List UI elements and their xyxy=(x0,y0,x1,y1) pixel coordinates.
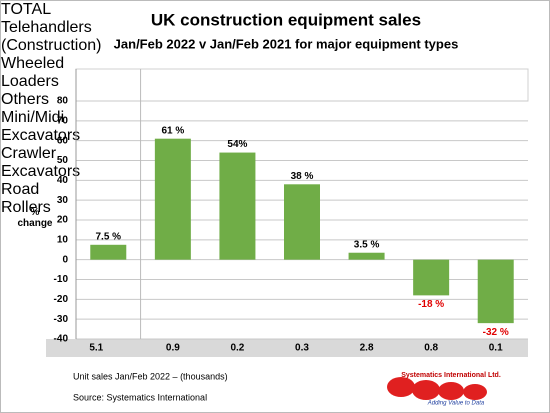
x-tick-label: Road Rollers xyxy=(1,181,51,216)
y-tick-label: -40 xyxy=(54,334,69,345)
logo-tagline: Adding Value to Data xyxy=(427,401,485,407)
unit-sales: 5.1 xyxy=(89,343,103,354)
unit-sales: 0.3 xyxy=(295,343,309,354)
logo-shape xyxy=(412,380,440,400)
logo-shape xyxy=(387,377,415,397)
x-tick-label: Wheeled Loaders xyxy=(1,55,65,90)
bar xyxy=(284,184,320,260)
unit-sales: 0.8 xyxy=(424,343,438,354)
bar xyxy=(90,244,127,260)
y-tick-label: 60 xyxy=(57,135,69,146)
y-axis-label: % change xyxy=(17,207,53,229)
unit-sales: 0.1 xyxy=(489,343,503,354)
y-tick-label: 40 xyxy=(57,175,69,186)
y-tick-label: 30 xyxy=(57,195,69,206)
logo-shape xyxy=(438,382,464,400)
y-tick-label: -30 xyxy=(54,314,69,325)
y-tick-label: 50 xyxy=(57,155,69,166)
value-label: 38 % xyxy=(291,171,314,182)
bar xyxy=(219,152,256,260)
y-tick-label: -10 xyxy=(54,274,69,285)
x-tick-label: Others xyxy=(1,91,50,108)
logo xyxy=(387,377,487,400)
y-tick-label: 0 xyxy=(62,254,68,265)
unit-sales-label: Unit sales Jan/Feb 2022 – (thousands) xyxy=(73,371,228,381)
x-tick-label: TOTAL xyxy=(1,1,52,18)
value-label: 54% xyxy=(227,139,247,150)
unit-sales-band xyxy=(46,339,528,357)
value-label: 3.5 % xyxy=(354,239,380,250)
y-tick-label: 70 xyxy=(57,115,69,126)
value-label: -18 % xyxy=(418,299,444,310)
bar xyxy=(413,259,450,296)
x-tick-label: Crawler Excavators xyxy=(1,145,81,180)
unit-sales: 0.2 xyxy=(230,343,244,354)
logo-shape xyxy=(463,384,487,400)
header-band xyxy=(75,68,529,102)
chart-subtitle: Jan/Feb 2022 v Jan/Feb 2021 for major eq… xyxy=(114,36,459,51)
y-tick-label: 10 xyxy=(57,234,69,245)
logo-name: Systematics International Ltd. xyxy=(401,372,501,379)
source: Source: Systematics International xyxy=(73,392,207,402)
unit-sales: 0.9 xyxy=(166,343,180,354)
chart-title: UK construction equipment sales xyxy=(151,10,421,29)
value-label: -32 % xyxy=(483,327,509,338)
bar xyxy=(477,259,514,324)
y-tick-label: 80 xyxy=(57,96,69,107)
y-tick-label: -20 xyxy=(54,294,69,305)
y-tick-label: 20 xyxy=(57,215,69,226)
bar xyxy=(154,138,191,260)
value-label: 7.5 % xyxy=(95,231,121,242)
unit-sales: 2.8 xyxy=(360,343,374,354)
x-tick-label: Mini/Midi Excavators xyxy=(1,109,81,144)
value-label: 61 % xyxy=(161,125,184,136)
bar xyxy=(348,252,385,260)
